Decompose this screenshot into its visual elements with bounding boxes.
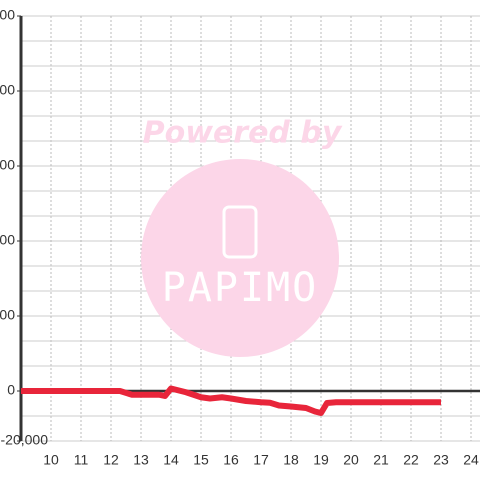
x-tick-label: 11 (74, 452, 89, 468)
x-tick-label: 14 (163, 452, 179, 468)
x-tick-label: 17 (253, 452, 269, 468)
x-tick-label: 15 (193, 452, 209, 468)
line (21, 385, 441, 416)
watermark-title: Powered by (143, 116, 343, 151)
watermark-icon (222, 205, 258, 259)
y-tick-label: 30,000 (0, 307, 15, 323)
x-tick-label: 10 (43, 452, 59, 468)
y-tick-label: 60,000 (0, 232, 15, 248)
watermark-brand: PAPIMO (162, 265, 319, 311)
x-tick-label: 22 (403, 452, 419, 468)
x-tick-label: 21 (373, 452, 389, 468)
x-tick-label: 13 (133, 452, 149, 468)
x-tick-label: 19 (313, 452, 329, 468)
y-tick-label: -20,000 (1, 432, 49, 448)
y-tick-label: 150,000 (0, 7, 15, 23)
x-tick-label: 12 (103, 452, 119, 468)
x-tick-label: 24 (463, 452, 479, 468)
x-tick-label: 20 (343, 452, 359, 468)
x-tick-label: 18 (283, 452, 299, 468)
y-tick-label: 90,000 (0, 157, 15, 173)
y-tick-label: 0 (7, 382, 15, 398)
x-tick-label: 16 (223, 452, 239, 468)
x-tick-label: 23 (433, 452, 449, 468)
y-tick-label: 120,000 (0, 82, 15, 98)
